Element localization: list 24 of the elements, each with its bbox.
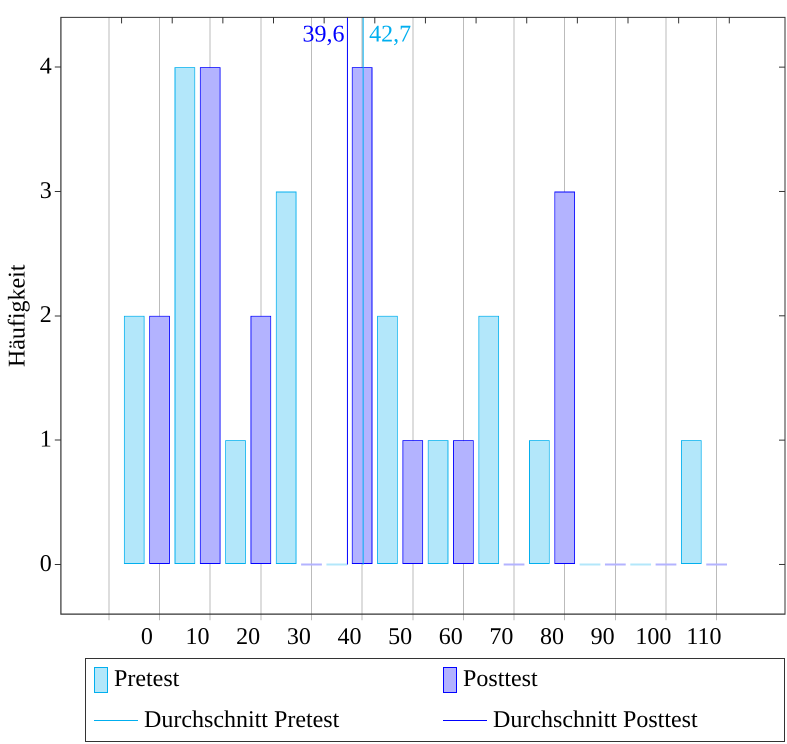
y-tick-label: 3 [40,178,52,204]
x-tick-label: 50 [388,624,412,650]
y-tick-label: 0 [40,550,52,577]
x-tick-label: 90 [590,624,615,650]
x-tick-label: 20 [236,624,260,650]
x-tick-label: 60 [438,624,463,650]
y-tick-label: 4 [40,53,52,80]
x-tick-label: 40 [337,624,362,650]
x-tick-label: 70 [489,624,514,650]
legend-label: Posttest [463,666,538,693]
x-tick-label: 0 [140,624,153,650]
y-axis-title: Häufigkeit [4,264,31,368]
x-tick-label: 100 [635,624,672,650]
x-tick-label: 110 [686,624,722,650]
x-tick-label: 30 [286,624,311,650]
legend-label: Pretest [114,666,180,693]
y-tick-label: 1 [40,426,52,452]
annotation: 42,7 [369,22,412,48]
x-tick-label: 10 [186,624,210,650]
legend-label: Durchschnitt Pretest [144,707,340,734]
y-tick-label: 2 [40,302,52,328]
legend-label: Durchschnitt Posttest [493,707,698,734]
x-tick-label: 80 [540,624,564,650]
annotation: 39,6 [302,22,344,48]
